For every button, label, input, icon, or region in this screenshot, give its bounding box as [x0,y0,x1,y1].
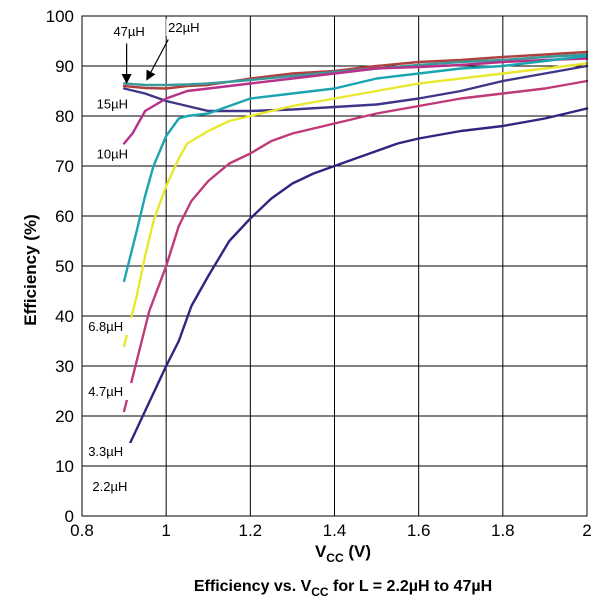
grid-lines [81,15,588,517]
annotation-label: 2.2µH [92,479,127,494]
annotation-label: 15µH [97,97,128,112]
annotation-label: 3.3µH [88,444,123,459]
annotation-background [86,383,133,400]
y-tick-label: 70 [55,157,74,176]
y-tick-label: 10 [55,457,74,476]
annotation-label: 22µH [168,20,199,35]
y-tick-label: 90 [55,57,74,76]
series-line [122,53,589,87]
series-line [122,62,589,348]
y-axis-label: Efficiency (%) [21,214,40,325]
x-axis-label-rest: (V) [344,542,371,561]
y-tick-label: 100 [46,7,74,26]
annotation-layer: 47µH 22µH 15µH 10µH 6.8µH 4.7µH 3.3µH 2.2µH [86,19,213,495]
x-axis-label-sub: CC [326,551,344,565]
annotation-label: 4.7µH [88,384,123,399]
series-line [122,57,589,145]
x-tick-label: 1.8 [491,521,515,540]
series-line [122,107,589,458]
x-tick-label: 1 [161,521,170,540]
x-axis-label-main: V [315,542,327,561]
series-layer [122,50,589,458]
annotation-background [86,318,133,335]
y-tick-label: 80 [55,107,74,126]
y-tick-label: 60 [55,207,74,226]
series-line [122,64,589,113]
annotation-label: 10µH [97,147,128,162]
x-tick-label: 1.6 [407,521,431,540]
annotation-label: 6.8µH [88,319,123,334]
annotation-arrow [146,39,169,81]
x-tick-label: 1.4 [323,521,347,540]
series-line [122,54,589,283]
annotation-background [90,478,137,495]
x-tick-label: 2 [582,521,591,540]
annotation-label: 47µH [113,24,144,39]
plot-frame [81,15,588,517]
series-line [122,79,589,413]
annotation-background [86,443,133,460]
y-tick-label: 20 [55,407,74,426]
chart-title: Efficiency vs. VCC for L = 2.2µH to 47µH [194,578,492,599]
chart-title-sub: CC [311,585,329,599]
y-tick-label: 30 [55,357,74,376]
y-tick-label: 0 [65,507,74,526]
chart-title-rest: for L = 2.2µH to 47µH [329,578,493,595]
x-tick-labels: 0.8 1 1.2 1.4 1.6 1.8 2 [70,521,592,540]
annotation-background [94,95,141,113]
y-tick-label: 40 [55,307,74,326]
x-tick-label: 1.2 [239,521,263,540]
y-tick-labels: 0 10 20 30 40 50 60 70 80 90 100 [46,7,74,526]
series-line [122,50,589,90]
y-tick-label: 50 [55,257,74,276]
annotation-background [166,19,213,36]
chart-title-main: Efficiency vs. V [194,578,312,595]
annotation-background [94,145,141,163]
annotation-background [111,23,158,40]
x-axis-label: VCC (V) [315,542,371,565]
x-tick-label: 0.8 [70,521,94,540]
